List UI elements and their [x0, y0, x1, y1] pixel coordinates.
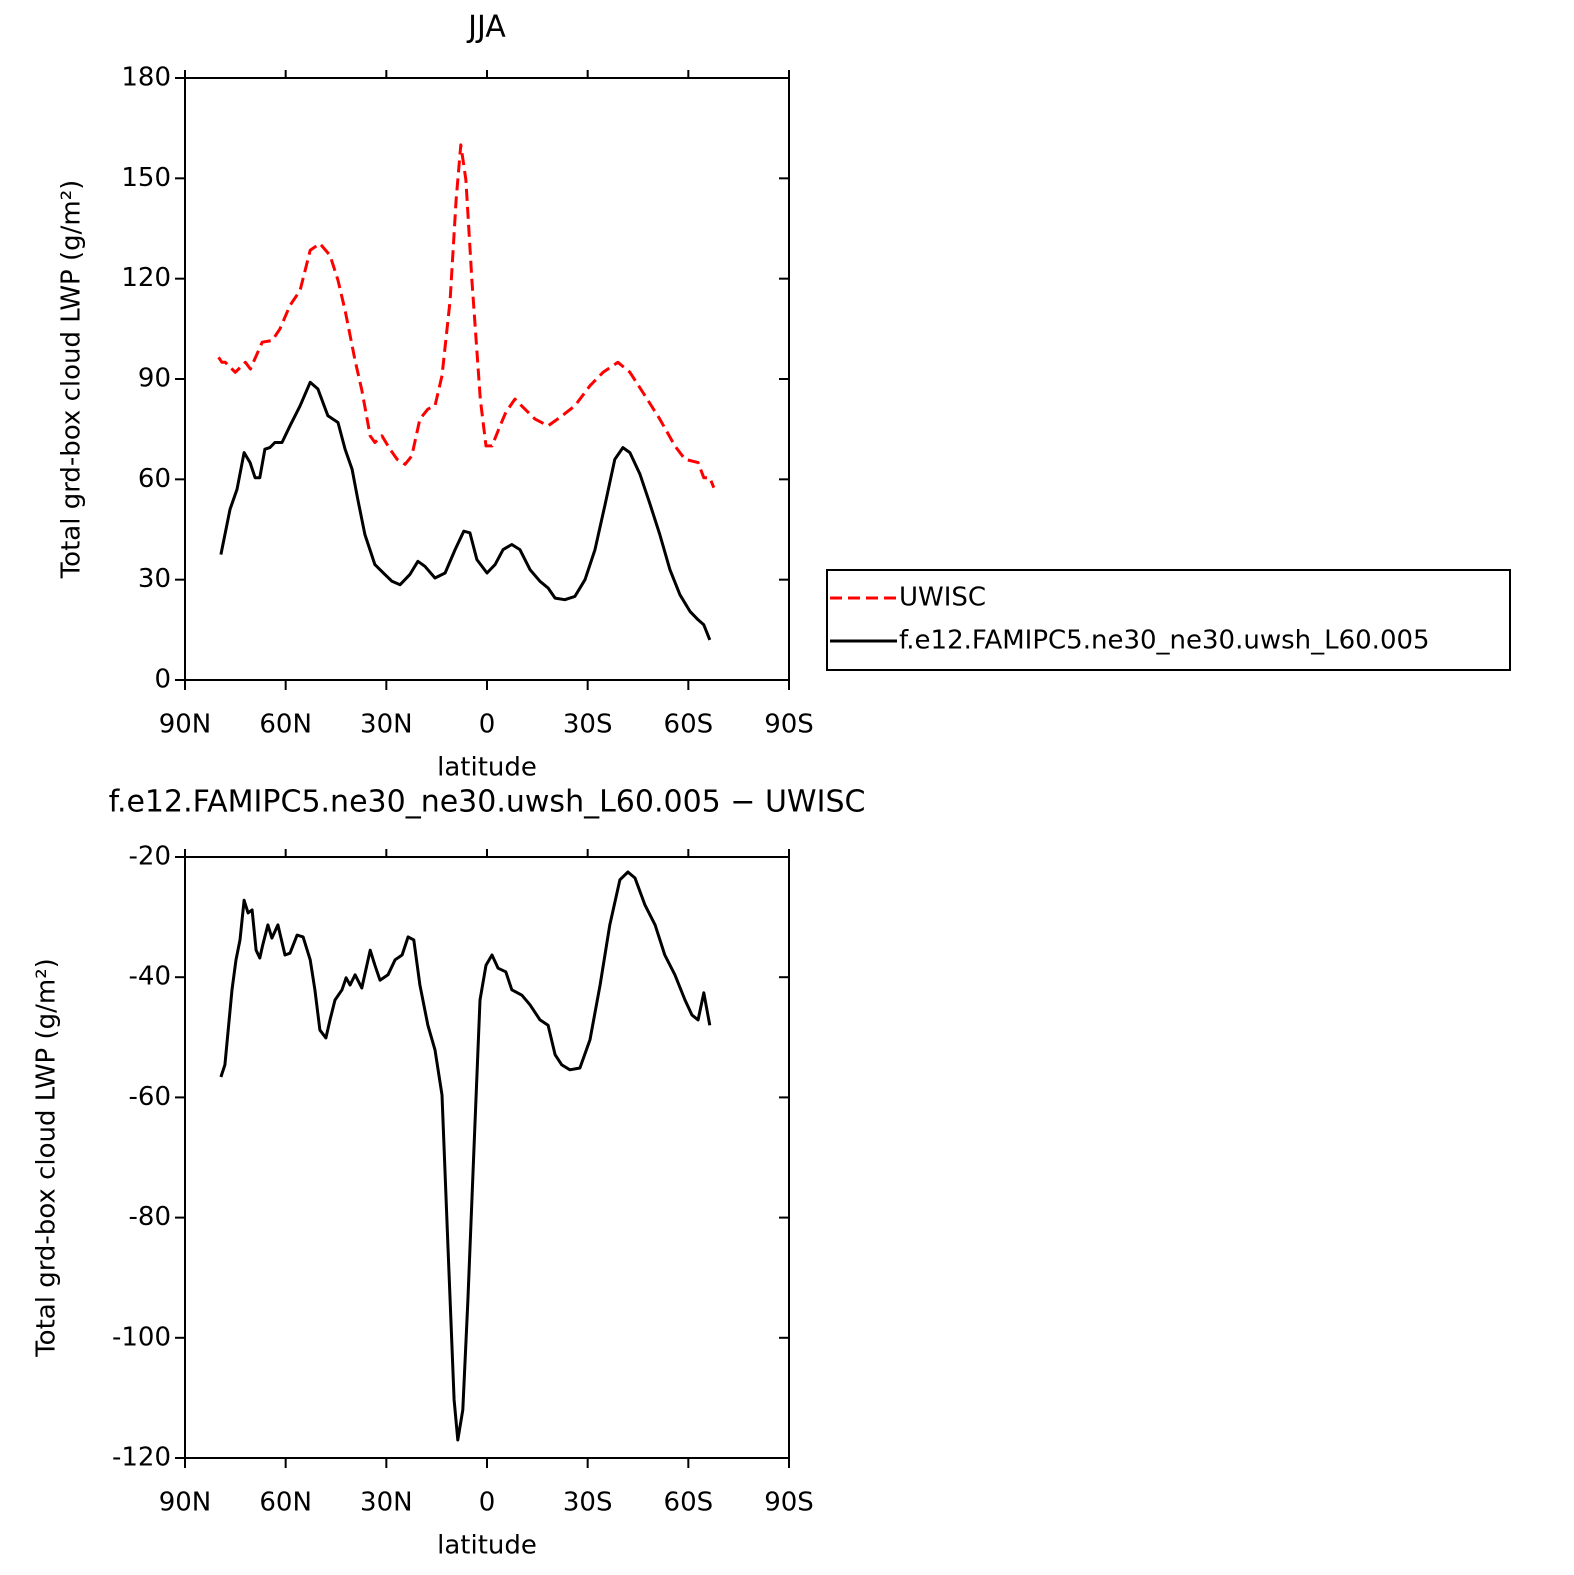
data-line: [219, 380, 712, 641]
x-axis-label: latitude: [437, 1531, 537, 1561]
y-axis-label: Total grd-box cloud LWP (g/m²): [32, 958, 62, 1358]
x-tick-label: 30S: [563, 710, 613, 740]
y-tick-label: 150: [121, 163, 171, 193]
y-tick-label: -20: [129, 842, 171, 872]
y-tick-label: -40: [129, 962, 171, 992]
x-tick-label: 90N: [159, 710, 212, 740]
x-tick-label: 0: [479, 1488, 496, 1518]
y-tick-label: 0: [154, 665, 171, 695]
y-tick-label: 30: [138, 564, 171, 594]
x-tick-label: 60S: [664, 1488, 714, 1518]
plot-frame: [184, 856, 790, 1459]
y-tick-label: 90: [138, 364, 171, 394]
chart-title: JJA: [466, 10, 506, 45]
y-tick-label: -100: [112, 1322, 171, 1352]
plot-frame: [184, 77, 790, 681]
x-tick-label: 30N: [360, 1488, 413, 1518]
y-tick-label: -120: [112, 1443, 171, 1473]
chart-title: f.e12.FAMIPC5.ne30_ne30.uwsh_L60.005 − U…: [109, 785, 866, 820]
y-tick-label: 120: [121, 263, 171, 293]
x-tick-label: 90S: [764, 710, 814, 740]
legend-label: UWISC: [899, 583, 986, 613]
legend-box: [826, 569, 1511, 671]
y-axis-label: Total grd-box cloud LWP (g/m²): [57, 180, 87, 580]
x-tick-label: 60N: [259, 1488, 312, 1518]
x-tick-label: 30N: [360, 710, 413, 740]
legend-label: f.e12.FAMIPC5.ne30_ne30.uwsh_L60.005: [899, 626, 1430, 656]
data-line: [219, 870, 712, 1442]
x-tick-label: 60S: [664, 710, 714, 740]
x-tick-label: 60N: [259, 710, 312, 740]
y-tick-label: 180: [121, 63, 171, 93]
x-axis-label: latitude: [437, 753, 537, 783]
y-tick-label: -80: [129, 1202, 171, 1232]
y-tick-label: 60: [138, 464, 171, 494]
x-tick-label: 90S: [764, 1488, 814, 1518]
y-tick-label: -60: [129, 1082, 171, 1112]
x-tick-label: 30S: [563, 1488, 613, 1518]
x-tick-label: 90N: [159, 1488, 212, 1518]
x-tick-label: 0: [479, 710, 496, 740]
data-line: [217, 143, 716, 489]
